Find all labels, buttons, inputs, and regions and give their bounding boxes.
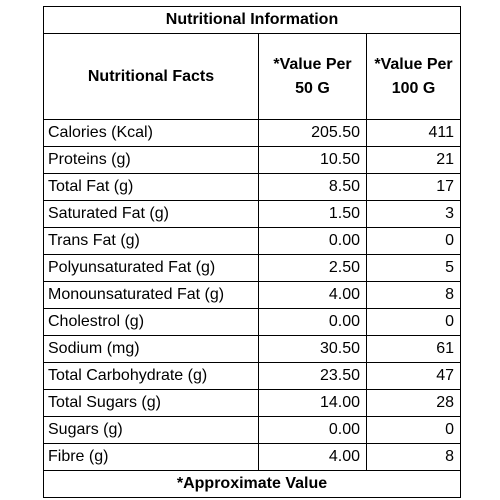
- value-per-100g: 5: [365, 254, 462, 282]
- table-row: Proteins (g) 10.50 21: [43, 146, 462, 174]
- table-row: Calories (Kcal) 205.50 411: [43, 119, 462, 147]
- value-per-100g: 0: [365, 227, 462, 255]
- value-per-100g: 47: [365, 362, 462, 390]
- table-row: Monounsaturated Fat (g) 4.00 8: [43, 281, 462, 309]
- nutrient-name: Sodium (mg): [43, 335, 259, 363]
- value-per-100g: 61: [365, 335, 462, 363]
- value-per-50g: 4.00: [258, 443, 367, 471]
- header-nutritional-facts: Nutritional Facts: [43, 33, 259, 120]
- value-per-100g: 0: [365, 308, 462, 336]
- value-per-50g: 4.00: [258, 281, 367, 309]
- table-row: Trans Fat (g) 0.00 0: [43, 227, 462, 255]
- table-row: Total Fat (g) 8.50 17: [43, 173, 462, 201]
- table-row: Sugars (g) 0.00 0: [43, 416, 462, 444]
- value-per-50g: 1.50: [258, 200, 367, 228]
- table-row: Saturated Fat (g) 1.50 3: [43, 200, 462, 228]
- table-title: Nutritional Information: [42, 6, 462, 34]
- table-footnote: *Approximate Value: [42, 470, 462, 498]
- nutrient-name: Polyunsaturated Fat (g): [43, 254, 259, 282]
- value-per-50g: 23.50: [258, 362, 367, 390]
- nutrient-name: Proteins (g): [43, 146, 259, 174]
- nutrient-name: Monounsaturated Fat (g): [43, 281, 259, 309]
- value-per-50g: 10.50: [258, 146, 367, 174]
- value-per-50g: 30.50: [258, 335, 367, 363]
- value-per-100g: 21: [365, 146, 462, 174]
- table-row: Cholestrol (g) 0.00 0: [43, 308, 462, 336]
- table-row: Polyunsaturated Fat (g) 2.50 5: [43, 254, 462, 282]
- nutrition-table: Nutritional Information Nutritional Fact…: [42, 6, 462, 498]
- value-per-100g: 8: [365, 281, 462, 309]
- nutrient-name: Trans Fat (g): [43, 227, 259, 255]
- header-value-per-50g: *Value Per 50 G: [258, 33, 367, 120]
- nutrient-name: Cholestrol (g): [43, 308, 259, 336]
- nutrient-name: Total Carbohydrate (g): [43, 362, 259, 390]
- header-value-per-100g: *Value Per 100 G: [365, 33, 462, 120]
- nutrient-name: Fibre (g): [43, 443, 259, 471]
- table-row: Total Sugars (g) 14.00 28: [43, 389, 462, 417]
- nutrient-name: Total Sugars (g): [43, 389, 259, 417]
- value-per-50g: 8.50: [258, 173, 367, 201]
- value-per-50g: 0.00: [258, 227, 367, 255]
- value-per-50g: 14.00: [258, 389, 367, 417]
- value-per-100g: 28: [365, 389, 462, 417]
- table-row: Total Carbohydrate (g) 23.50 47: [43, 362, 462, 390]
- nutrient-name: Saturated Fat (g): [43, 200, 259, 228]
- value-per-100g: 17: [365, 173, 462, 201]
- value-per-100g: 411: [365, 119, 462, 147]
- table-row: Sodium (mg) 30.50 61: [43, 335, 462, 363]
- table-row: Fibre (g) 4.00 8: [43, 443, 462, 471]
- nutrient-name: Sugars (g): [43, 416, 259, 444]
- value-per-50g: 205.50: [258, 119, 367, 147]
- value-per-100g: 3: [365, 200, 462, 228]
- value-per-50g: 2.50: [258, 254, 367, 282]
- value-per-100g: 0: [365, 416, 462, 444]
- value-per-50g: 0.00: [258, 416, 367, 444]
- value-per-100g: 8: [365, 443, 462, 471]
- nutrient-name: Total Fat (g): [43, 173, 259, 201]
- nutrient-name: Calories (Kcal): [43, 119, 259, 147]
- value-per-50g: 0.00: [258, 308, 367, 336]
